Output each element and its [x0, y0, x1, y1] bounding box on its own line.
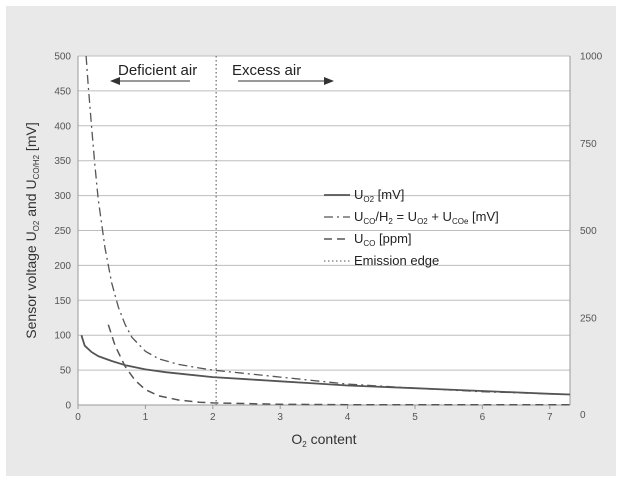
y-left-tick-label: 0: [65, 401, 71, 412]
y-left-tick-label: 200: [54, 261, 71, 272]
grid: [78, 55, 570, 406]
legend-label: Emission edge: [354, 253, 439, 268]
excess-air-label: Excess air: [232, 62, 301, 79]
y-left-tick-label: 50: [60, 366, 72, 377]
legend-label: UO2 [mV]: [354, 187, 404, 204]
deficient-air-label: Deficient air: [118, 62, 197, 79]
y-right-tick-label: 750: [580, 139, 597, 150]
y-right-tick-label: 0: [580, 410, 586, 421]
y-left-tick-label: 400: [54, 121, 71, 132]
y-left-tick-label: 150: [54, 296, 71, 307]
x-tick-label: 6: [480, 412, 486, 423]
x-tick-label: 0: [75, 412, 81, 423]
x-tick-label: 7: [547, 412, 553, 423]
y-right-tick-label: 1000: [580, 52, 603, 63]
legend-label: UCO/H2 = UO2 + UCOe [mV]: [354, 209, 499, 226]
legend-label: UCO [ppm]: [354, 231, 412, 248]
y-right-tick-label: 500: [580, 226, 597, 237]
series-layer: [80, 55, 571, 406]
series-line-dashed: [107, 324, 570, 406]
tick-labels: 0 1 2 3 4 5 6 7 0 50 100 150 200 250 300 350 400 450 500 0 2…: [54, 52, 602, 424]
x-tick-label: 4: [345, 412, 351, 423]
y-left-tick-label: 450: [54, 86, 71, 97]
y-left-tick-label: 300: [54, 191, 71, 202]
y-left-tick-label: 350: [54, 156, 71, 167]
y-right-tick-label: 250: [580, 313, 597, 324]
series-line-dashdot: [85, 55, 571, 396]
right-arrow-head: [324, 77, 334, 85]
y-axis-label: Sensor voltage UO2 and UCO/H2 [mV]: [23, 122, 41, 338]
legend: UO2 [mV] UCO/H2 = UO2 + UCOe [mV] UCO [ppm…: [324, 187, 499, 268]
y-left-tick-label: 100: [54, 331, 71, 342]
x-axis-label: O2 content: [291, 431, 356, 449]
x-tick-label: 1: [143, 412, 149, 423]
region-arrows: [110, 77, 334, 85]
x-tick-label: 3: [277, 412, 283, 423]
left-arrow-head: [110, 77, 120, 85]
x-tick-label: 5: [412, 412, 418, 423]
y-left-tick-label: 500: [54, 52, 71, 63]
series-line-solid: [80, 334, 571, 396]
x-tick-label: 2: [210, 412, 216, 423]
y-left-tick-label: 250: [54, 226, 71, 237]
